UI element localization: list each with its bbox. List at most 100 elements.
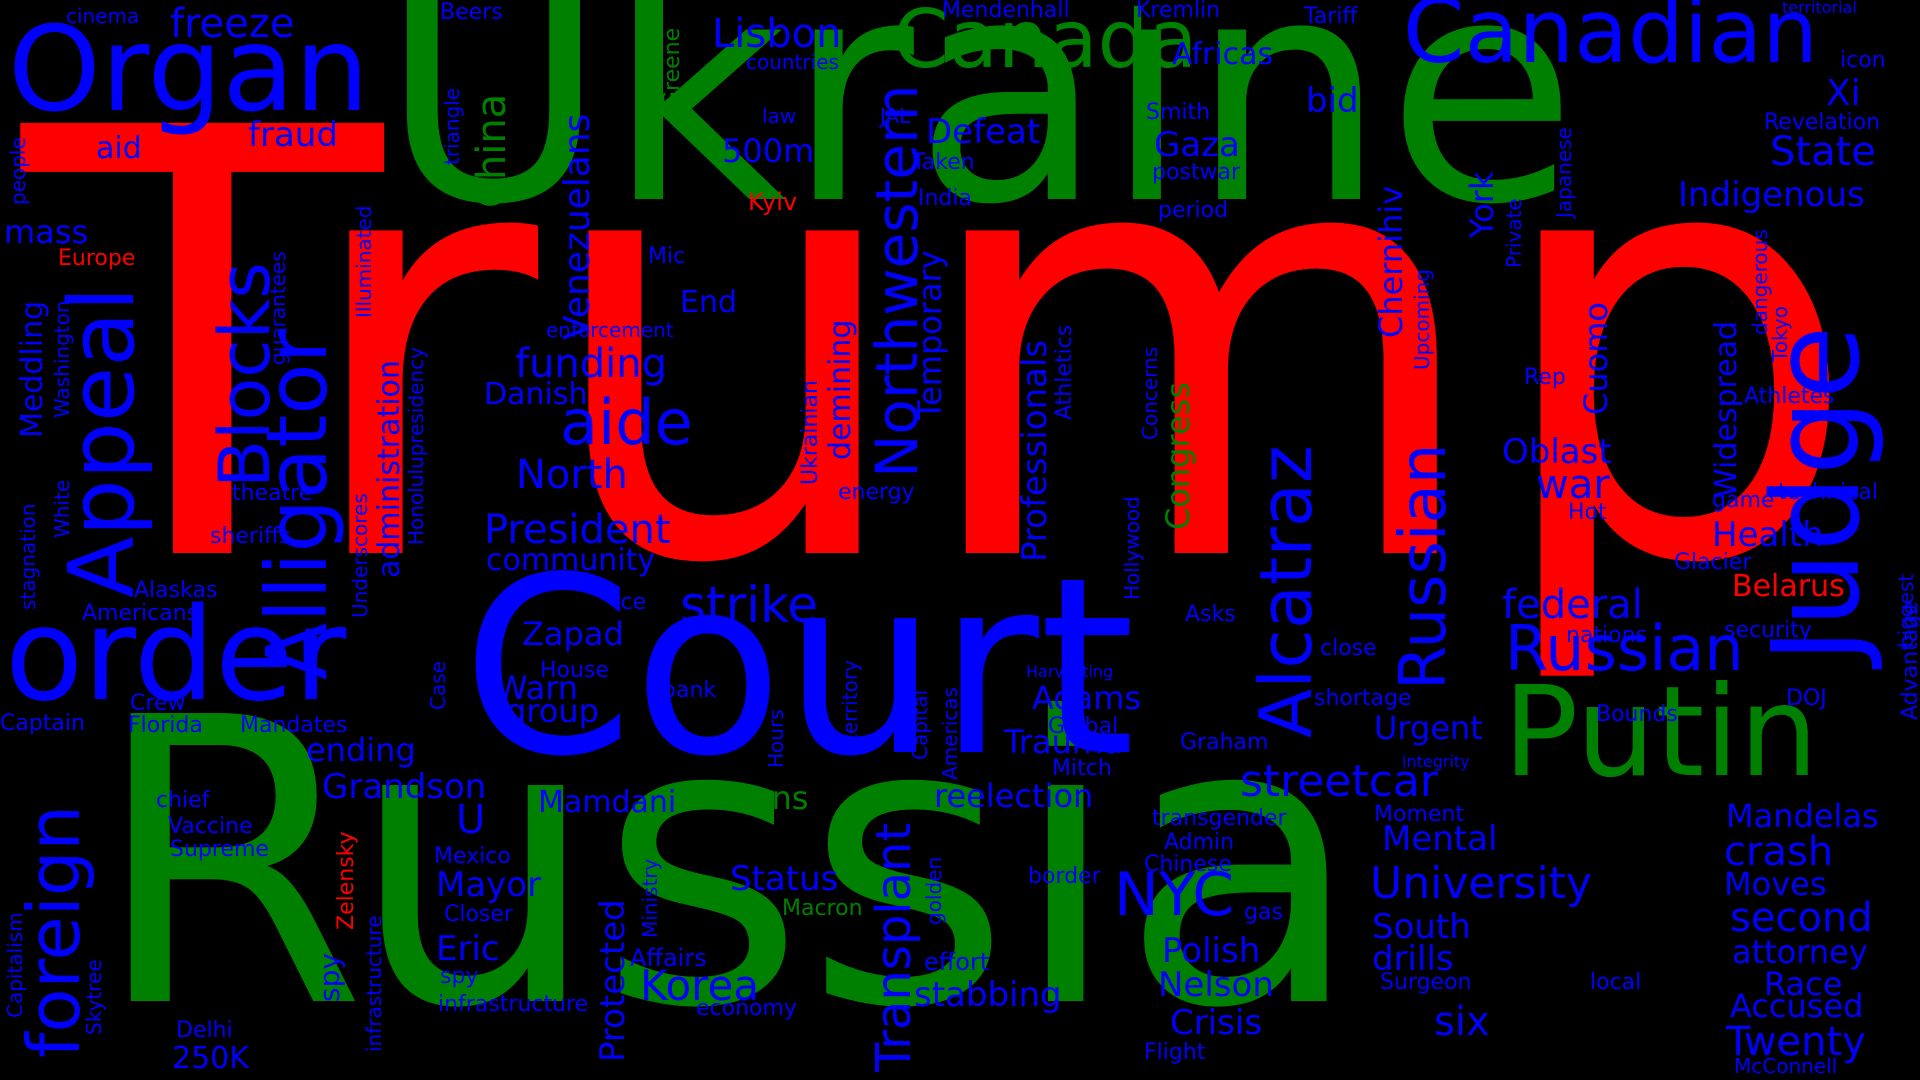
word-capitalism: Capitalism	[3, 912, 27, 1018]
word-nyc: NYC	[1114, 860, 1235, 930]
word-russian: Russian	[1505, 612, 1744, 685]
word-zapad: Zapad	[522, 615, 624, 653]
word-mamdani: Mamdani	[538, 785, 677, 820]
word-advantage: Private	[1502, 198, 1526, 268]
word-kyiv: Kyiv	[748, 188, 798, 216]
word-york: York	[1463, 171, 1501, 238]
word-ending: ending	[306, 731, 416, 769]
word-lisbon: Lisbon	[712, 11, 842, 57]
word-danish: Danish	[484, 377, 588, 412]
word-demining: demining	[823, 319, 858, 460]
word-race: Race	[1764, 965, 1843, 1003]
word-venezuelans: Venezuelans	[557, 113, 598, 340]
word-triangle: triangle	[440, 87, 464, 165]
word-billions: billions	[696, 779, 809, 817]
word-bid: bid	[1306, 81, 1359, 121]
word-beers: Beers	[440, 0, 503, 25]
word-fraud: fraud	[248, 115, 338, 155]
word-moment: chief	[156, 788, 210, 813]
word-mendenhall: Mendenhall	[942, 0, 1070, 23]
word-moves: Moves	[1724, 865, 1827, 903]
word-trauma: Trauma	[1004, 723, 1123, 761]
word-xi: Xi	[1826, 73, 1861, 114]
word-warn: Warn	[496, 669, 579, 707]
word-americas: Hours	[764, 709, 788, 768]
word-upcoming: Japanese	[1552, 127, 1576, 218]
word-nelson: Nelson	[1158, 965, 1274, 1005]
word-war: war	[1536, 462, 1610, 508]
word-strike: Russian	[1387, 443, 1461, 690]
word-university: University	[1370, 858, 1592, 909]
word-india: India	[918, 186, 972, 211]
word-skytree: Skytree	[82, 959, 106, 1035]
word-energy: energy	[838, 480, 915, 505]
word-crew: Crew	[130, 691, 186, 716]
word-closer: infrastructure	[438, 992, 589, 1017]
word-affairs: Affairs	[630, 944, 707, 972]
word-jal: JAL	[880, 104, 911, 128]
word-territorial: territorial	[1782, 0, 1857, 17]
word-ukrainian: Ukrainian	[798, 380, 823, 485]
word-local: local	[1590, 970, 1642, 995]
word-bounds: Bounds	[1596, 702, 1678, 727]
word-crash: crash	[1724, 829, 1834, 875]
word-second: second	[1730, 895, 1873, 941]
word-period: period	[1158, 198, 1229, 223]
word-territory: Americas	[938, 687, 962, 780]
word-north: North	[516, 452, 628, 498]
word-florida: Florida	[128, 713, 203, 738]
word-eric: Eric	[436, 929, 500, 969]
word-belarus: Belarus	[1732, 569, 1845, 604]
word-asks: Asks	[1185, 602, 1236, 627]
word-mayor: Mayor	[436, 865, 542, 905]
word-reelection: reelection	[934, 777, 1094, 815]
word-house: House	[540, 658, 609, 683]
word-game: game	[1712, 488, 1775, 513]
word-europe: Europe	[58, 246, 136, 271]
word-federal: federal	[1502, 582, 1643, 628]
word-china: China	[469, 93, 515, 208]
word-supreme: Closer	[444, 902, 513, 927]
word-flight: Flight	[1144, 1040, 1206, 1065]
word-illuminated: Illuminated	[352, 205, 376, 319]
word-foreign: foreign	[12, 804, 96, 1058]
word-chernihiv: Chernihiv	[1372, 185, 1410, 338]
word-harvesting: Harvesting	[1026, 662, 1114, 681]
word-mandates: Mandates	[240, 713, 348, 738]
word-end: End	[680, 285, 738, 320]
word-six: six	[1434, 999, 1490, 1045]
word-streetcar: streetcar	[1240, 756, 1438, 807]
word-shortage: shortage	[1314, 686, 1412, 711]
word-biggest: Upcoming	[1410, 269, 1434, 370]
word-effort: effort	[924, 948, 990, 976]
word-ice: Ice	[614, 590, 647, 615]
word-theatre: theatre	[232, 481, 313, 506]
word-global: Global	[1048, 714, 1119, 739]
word-economy: economy	[696, 996, 797, 1021]
word-hollywood: Hollywood	[1120, 496, 1144, 600]
word-urgent: Urgent	[1374, 709, 1483, 747]
word-security: security	[1724, 618, 1812, 643]
word-spy: spy	[313, 953, 346, 1002]
word-concerns: Concerns	[1138, 346, 1162, 440]
word-dangerous: biggest	[1894, 573, 1918, 648]
word-aid: aid	[96, 131, 142, 166]
word-private: territory	[838, 660, 862, 742]
word-hot: Hot	[1568, 500, 1607, 525]
word-drills: drills	[1372, 939, 1454, 979]
word-case: Case	[426, 661, 450, 710]
word-transgender: Chinese	[1144, 852, 1232, 877]
word-stabbing: stabbing	[914, 975, 1062, 1015]
word-athletics: Athletics	[1052, 324, 1077, 420]
word-japanese: Capital	[908, 689, 932, 760]
word-canada: Canada	[893, 0, 1198, 86]
word-mexico: spy	[440, 964, 479, 989]
word-grandson: Grandson	[322, 767, 487, 807]
word-freeze: freeze	[170, 1, 295, 47]
word-icon: icon	[1840, 48, 1886, 73]
word-doj: DOJ	[1786, 686, 1827, 711]
word-crisis: Crisis	[1170, 1003, 1263, 1043]
word-taken: Taken	[912, 150, 975, 175]
word-honolulupresidency: Honolulupresidency	[404, 347, 428, 545]
word-cinema: cinema	[66, 4, 140, 28]
